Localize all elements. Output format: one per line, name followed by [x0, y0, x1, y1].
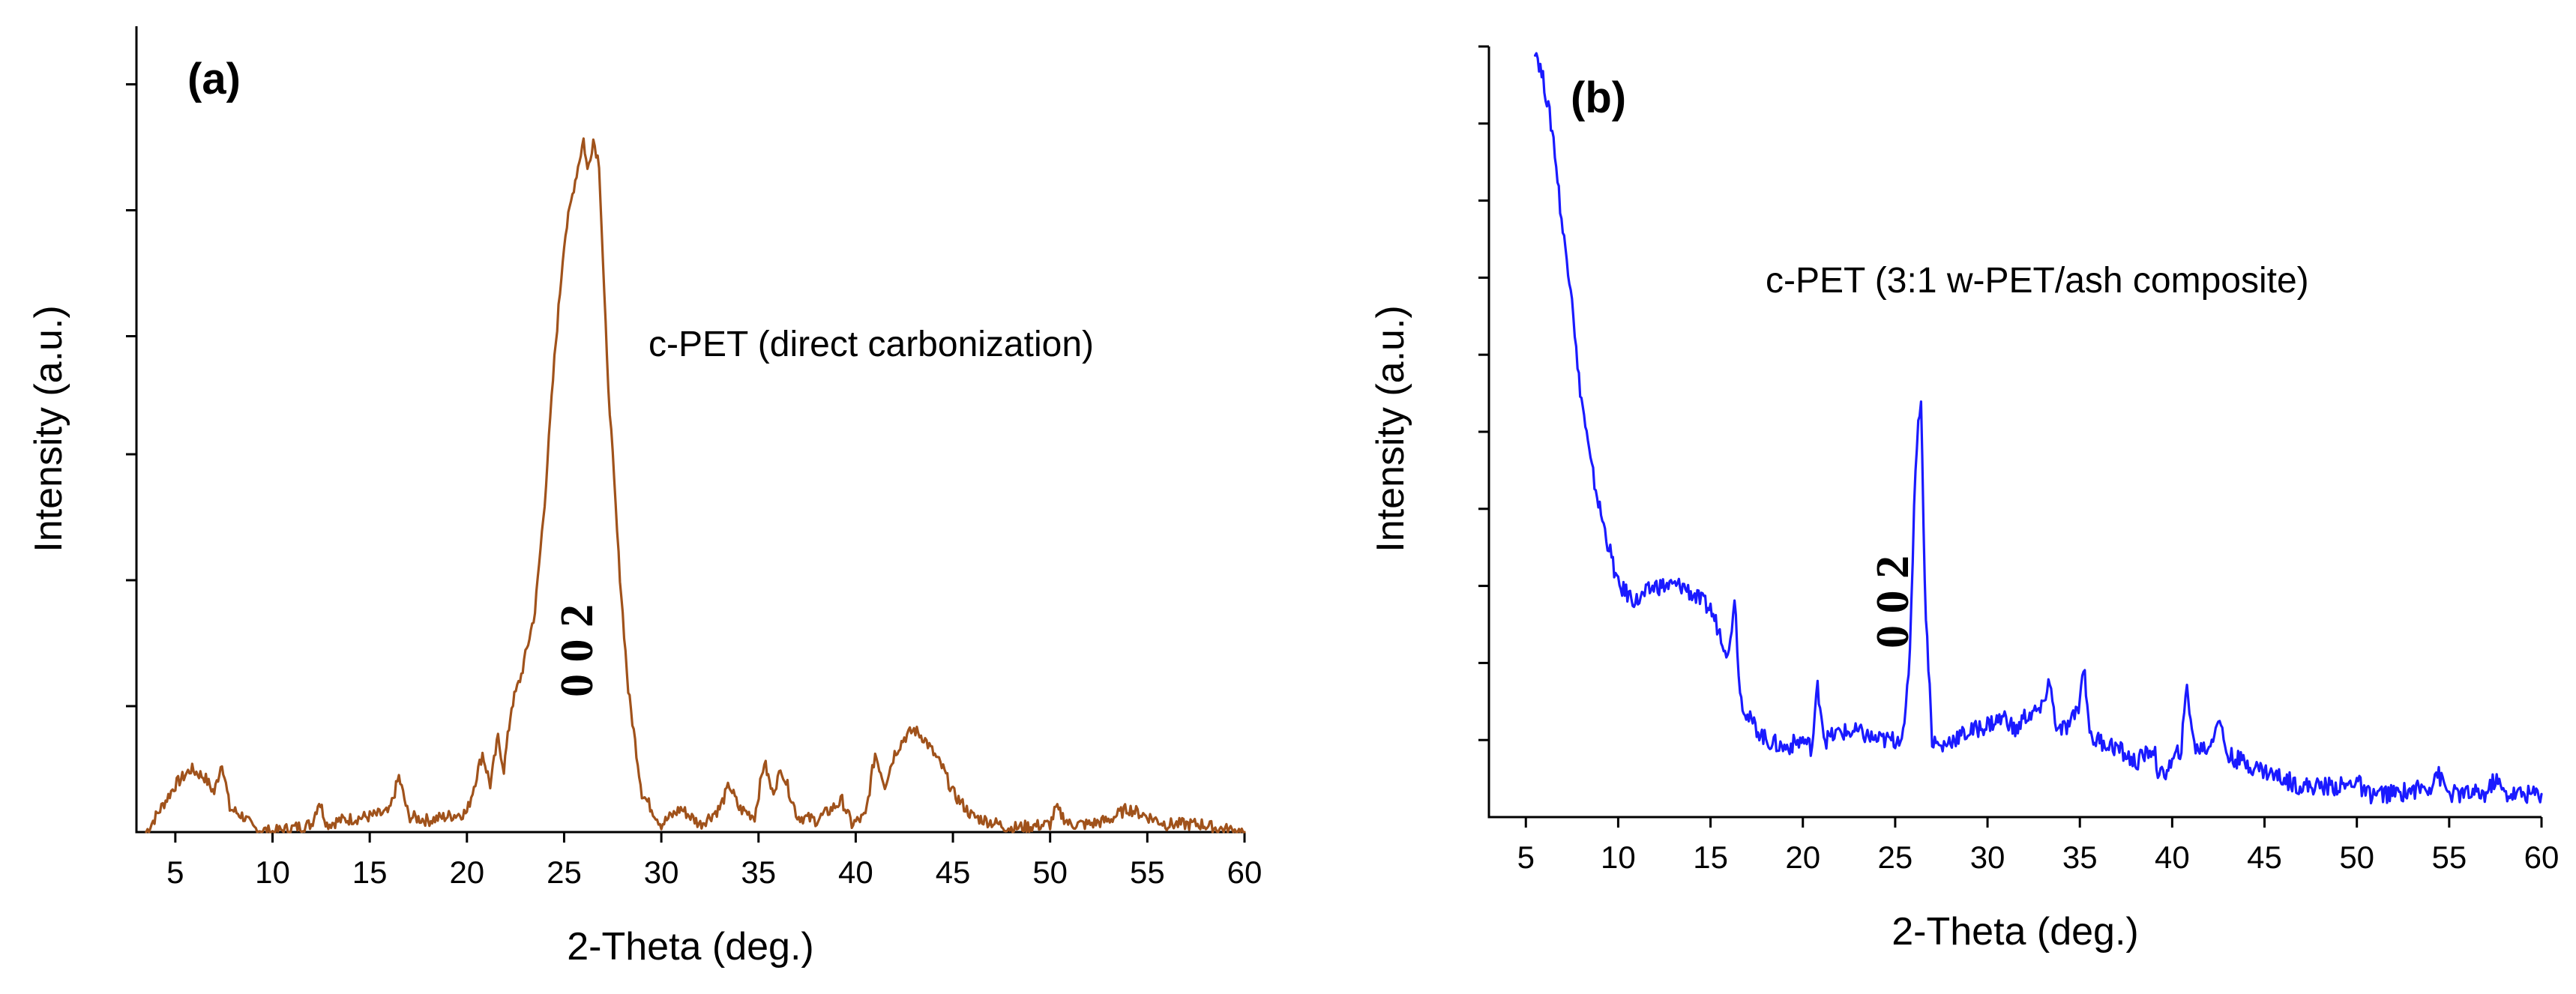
x-tick-label: 10 — [1601, 840, 1636, 875]
x-tick-label: 5 — [1517, 840, 1535, 875]
x-tick-label: 25 — [547, 855, 582, 890]
panel-b-axes — [1487, 46, 2542, 819]
x-tick-label: 45 — [936, 855, 971, 890]
x-tick-label: 55 — [2431, 840, 2467, 875]
x-tick-label: 50 — [1032, 855, 1068, 890]
panel-b-series-line — [1534, 52, 2543, 805]
x-tick-label: 35 — [2062, 840, 2098, 875]
x-tick-label: 15 — [352, 855, 388, 890]
x-tick-label: 10 — [255, 855, 290, 890]
x-tick-label: 40 — [2155, 840, 2190, 875]
x-tick-label: 60 — [2524, 840, 2560, 875]
x-tick-label: 20 — [1785, 840, 1820, 875]
panel-b-annotation: c-PET (3:1 w-PET/ash composite) — [1766, 261, 2309, 301]
x-tick-label: 15 — [1693, 840, 1728, 875]
x-tick-label: 30 — [1970, 840, 2005, 875]
panel-a-y-ticks — [126, 83, 136, 708]
x-tick-label: 35 — [741, 855, 776, 890]
panel-b-x-axis-title: 2-Theta (deg.) — [1892, 910, 2139, 954]
panel-a-y-axis-title: Intensity (a.u.) — [27, 305, 70, 552]
x-tick-label: 30 — [644, 855, 679, 890]
panel-b-x-ticks: 5 10 15 20 25 30 35 40 45 50 55 60 — [1517, 817, 2560, 875]
panel-b-label: (b) — [1571, 73, 1626, 122]
x-tick-label: 60 — [1227, 855, 1263, 890]
x-tick-label: 5 — [166, 855, 184, 890]
x-tick-label: 50 — [2339, 840, 2374, 875]
panel-a-peak-label: 0 0 2 — [552, 604, 603, 697]
panel-b-y-axis-title: Intensity (a.u.) — [1369, 305, 1412, 552]
panel-a-x-axis-title: 2-Theta (deg.) — [567, 925, 814, 969]
x-tick-label: 25 — [1878, 840, 1913, 875]
x-tick-label: 20 — [449, 855, 484, 890]
chart-panel-b: 5 10 15 20 25 30 35 40 45 50 55 60 (b) c-PET (3:1 w… — [1369, 45, 2560, 954]
panel-a-x-ticks: 5 10 15 20 25 30 35 40 45 50 55 60 — [166, 832, 1262, 890]
panel-a-annotation: c-PET (direct carbonization) — [648, 325, 1094, 364]
x-tick-label: 55 — [1130, 855, 1165, 890]
x-tick-label: 45 — [2247, 840, 2282, 875]
panel-a-series-line — [145, 137, 1246, 834]
x-tick-label: 40 — [838, 855, 873, 890]
panel-a-axes — [135, 26, 1245, 834]
panel-a-label: (a) — [187, 55, 241, 103]
chart-panel-a: 5 10 15 20 25 30 35 40 45 50 55 60 (a) c-PET (direc… — [27, 26, 1262, 969]
panel-b-peak-label: 0 0 2 — [1868, 555, 1919, 648]
panel-b-y-ticks — [1478, 45, 1489, 741]
